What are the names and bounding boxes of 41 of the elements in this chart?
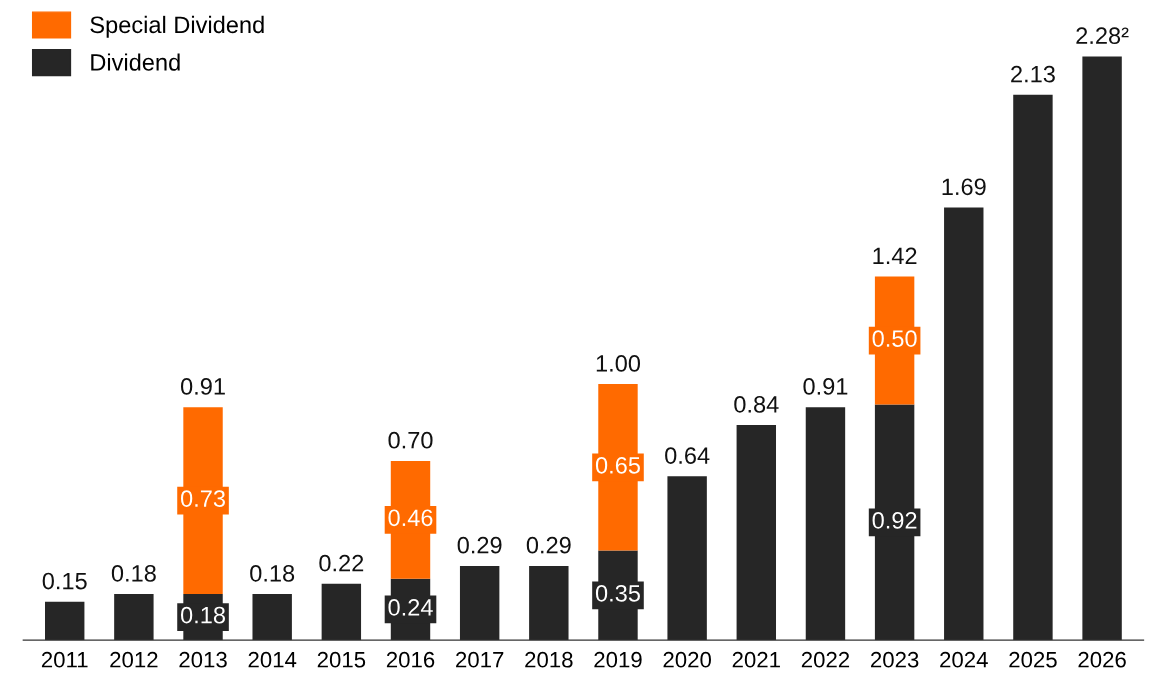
x-tick-label: 2020 (663, 651, 711, 668)
total-label: 0.22 (319, 554, 364, 572)
total-label: 0.84 (734, 396, 779, 413)
x-tick-label: 2025 (1009, 651, 1057, 668)
x-tick-label: 2021 (732, 651, 780, 668)
legend-label: Special Dividend (90, 15, 264, 38)
total-label: 0.91 (180, 378, 225, 395)
legend-label: Dividend (91, 53, 180, 71)
x-tick-label: 2022 (801, 651, 850, 668)
x-tick-label: 2026 (1078, 651, 1126, 668)
data-label: 0.46 (388, 509, 433, 527)
total-label: 1.69 (942, 178, 986, 196)
x-tick-label: 2018 (525, 651, 573, 668)
total-label: 0.18 (111, 564, 156, 582)
x-tick-label: 2019 (594, 651, 642, 668)
data-label: 0.73 (180, 490, 225, 507)
total-label: 0.70 (388, 431, 433, 449)
x-tick-label: 2024 (940, 651, 988, 668)
total-label: 0.29 (457, 536, 502, 554)
x-tick-label: 2014 (248, 651, 297, 668)
total-label: 0.91 (803, 378, 848, 395)
total-label: 0.18 (250, 564, 295, 582)
total-label: 2.28² (1076, 27, 1129, 45)
x-tick-label: 2023 (871, 651, 919, 668)
total-label: 1.00 (596, 355, 641, 372)
data-label: 0.92 (872, 511, 917, 529)
total-label: 1.42 (873, 247, 917, 265)
x-tick-label: 2012 (110, 651, 158, 668)
data-label: 0.24 (388, 599, 433, 616)
total-label: 0.64 (665, 447, 710, 464)
x-tick-label: 2015 (317, 651, 366, 668)
total-label: 2.13 (1011, 65, 1055, 83)
total-label: 0.15 (42, 572, 87, 590)
data-label: 0.35 (595, 584, 640, 602)
x-tick-label: 2016 (386, 651, 435, 668)
total-label: 0.29 (526, 536, 571, 554)
data-label: 0.65 (595, 456, 640, 474)
x-tick-label: 2011 (41, 651, 88, 668)
x-tick-label: 2017 (456, 651, 504, 668)
x-tick-label: 2013 (179, 651, 227, 668)
data-label: 0.50 (872, 330, 917, 347)
